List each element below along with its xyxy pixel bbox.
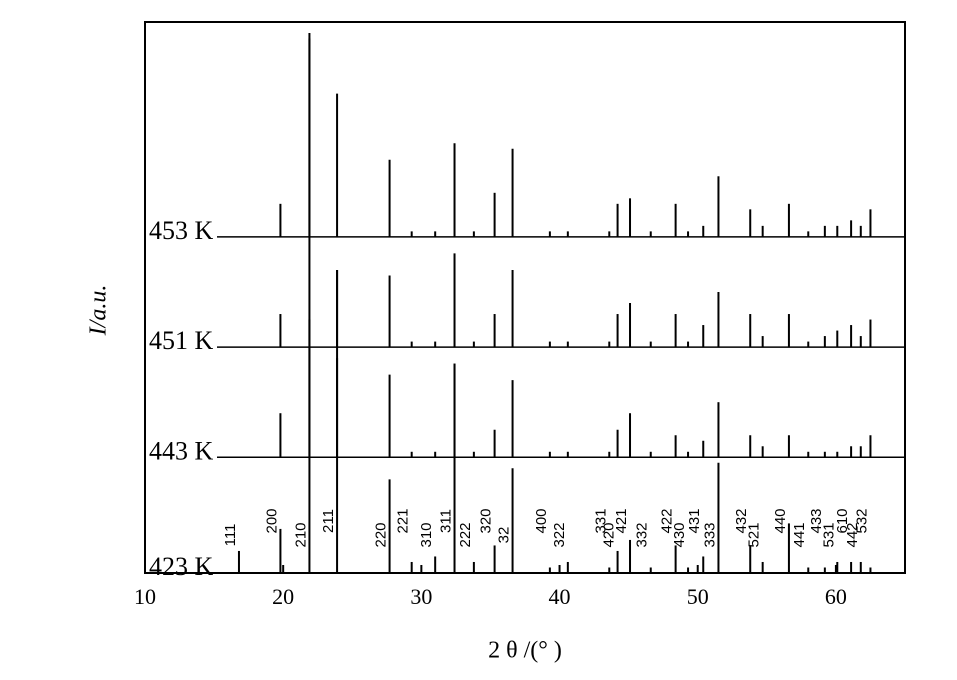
peak-label: 400 xyxy=(533,508,550,533)
peak-label: 420 xyxy=(601,522,618,547)
x-tick-label: 50 xyxy=(687,584,709,609)
peak-label: 200 xyxy=(263,508,280,533)
plot-frame xyxy=(144,21,906,574)
series-name: 443 K xyxy=(149,436,214,465)
peak-label: 32 xyxy=(496,527,513,544)
series-name: 423 K xyxy=(149,552,214,581)
peak-label: 210 xyxy=(292,522,309,547)
peak-label: 422 xyxy=(659,508,676,533)
series-name: 451 K xyxy=(149,326,214,355)
peak-label: 441 xyxy=(791,522,808,547)
peak-label: 310 xyxy=(418,522,435,547)
series-name: 453 K xyxy=(149,216,214,245)
peak-label: 322 xyxy=(551,522,568,547)
peak-label: 221 xyxy=(395,508,412,533)
x-tick-label: 20 xyxy=(272,584,294,609)
x-tick-label: 10 xyxy=(134,584,156,609)
x-tick-label: 60 xyxy=(825,584,847,609)
peak-label: 320 xyxy=(478,508,495,533)
peak-label: 442 xyxy=(844,522,861,547)
peak-label: 431 xyxy=(686,508,703,533)
peak-label: 211 xyxy=(320,509,337,533)
peak-label: 521 xyxy=(746,522,763,547)
peak-label: 440 xyxy=(772,508,789,533)
peak-label: 531 xyxy=(820,522,837,547)
peak-label: 433 xyxy=(808,508,825,533)
peak-label: 111 xyxy=(222,524,239,547)
peak-label: 331 xyxy=(592,508,609,533)
peak-label: 332 xyxy=(634,522,651,547)
peak-label: 432 xyxy=(733,508,750,533)
x-tick-label: 30 xyxy=(410,584,432,609)
x-axis-label: 2 θ /(° ) xyxy=(488,638,562,664)
peak-label: 333 xyxy=(701,522,718,547)
y-axis-label: I/a.u. xyxy=(86,285,112,337)
peak-label: 220 xyxy=(373,522,390,547)
peak-label: 430 xyxy=(671,522,688,547)
peak-label: 610 xyxy=(834,508,851,533)
x-tick-label: 40 xyxy=(549,584,571,609)
peak-label: 532 xyxy=(853,508,870,533)
peak-label: 222 xyxy=(457,522,474,547)
peak-label: 421 xyxy=(613,508,630,533)
peak-label: 311 xyxy=(437,509,454,533)
